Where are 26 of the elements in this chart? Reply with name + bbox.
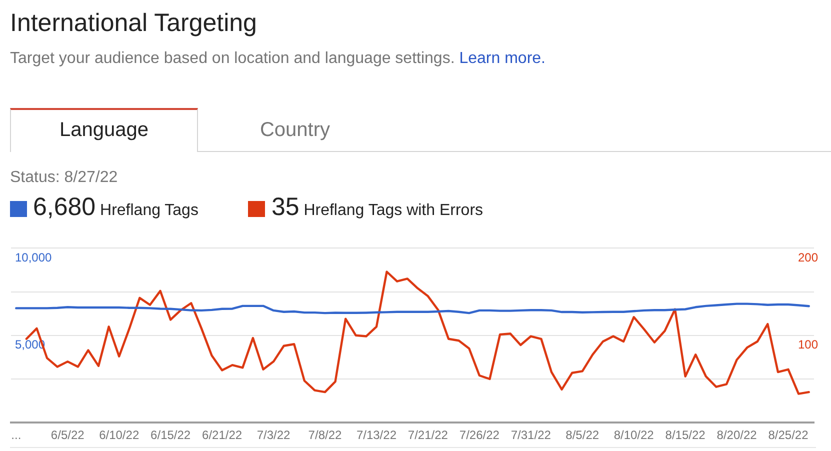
x-tick-label: 8/5/22 xyxy=(566,428,600,442)
x-tick-label: 7/21/22 xyxy=(408,428,448,442)
x-tick-label: ... xyxy=(11,428,22,442)
x-tick-label: 7/26/22 xyxy=(459,428,500,442)
legend-label: 6,680 Hreflang Tags xyxy=(33,193,198,221)
x-tick-label: 6/15/22 xyxy=(150,428,191,442)
text: Status: 8/27/22 xyxy=(10,168,118,188)
x-tick-label: 6/10/22 xyxy=(99,428,140,442)
x-tick-label: 7/3/22 xyxy=(256,428,291,442)
chart-title: International Targeting xyxy=(10,8,257,38)
link[interactable]: Learn more. xyxy=(459,50,546,67)
x-tick-label: 8/25/22 xyxy=(768,428,809,442)
x-tick-label: 7/31/22 xyxy=(510,428,552,442)
x-tick-label: 7/13/22 xyxy=(356,428,397,442)
legend-label: 35 Hreflang Tags with Errors xyxy=(271,193,484,221)
chart-subtitle: Target your audience based on location and language settings. xyxy=(10,50,455,67)
x-tick-label: 7/8/22 xyxy=(308,428,342,442)
x-tick-label: 6/5/22 xyxy=(50,428,85,442)
x-tick-label: 8/15/22 xyxy=(665,428,706,442)
x-tick-label: 8/10/22 xyxy=(614,428,654,442)
tab[interactable]: Language xyxy=(10,108,198,152)
y2-tick-label: 100 xyxy=(798,338,818,352)
y-tick-label: 10,000 xyxy=(15,250,52,265)
x-tick-label: 8/20/22 xyxy=(716,428,758,442)
x-tick-label: 6/21/22 xyxy=(202,428,242,442)
y2-tick-label: 200 xyxy=(798,250,818,265)
